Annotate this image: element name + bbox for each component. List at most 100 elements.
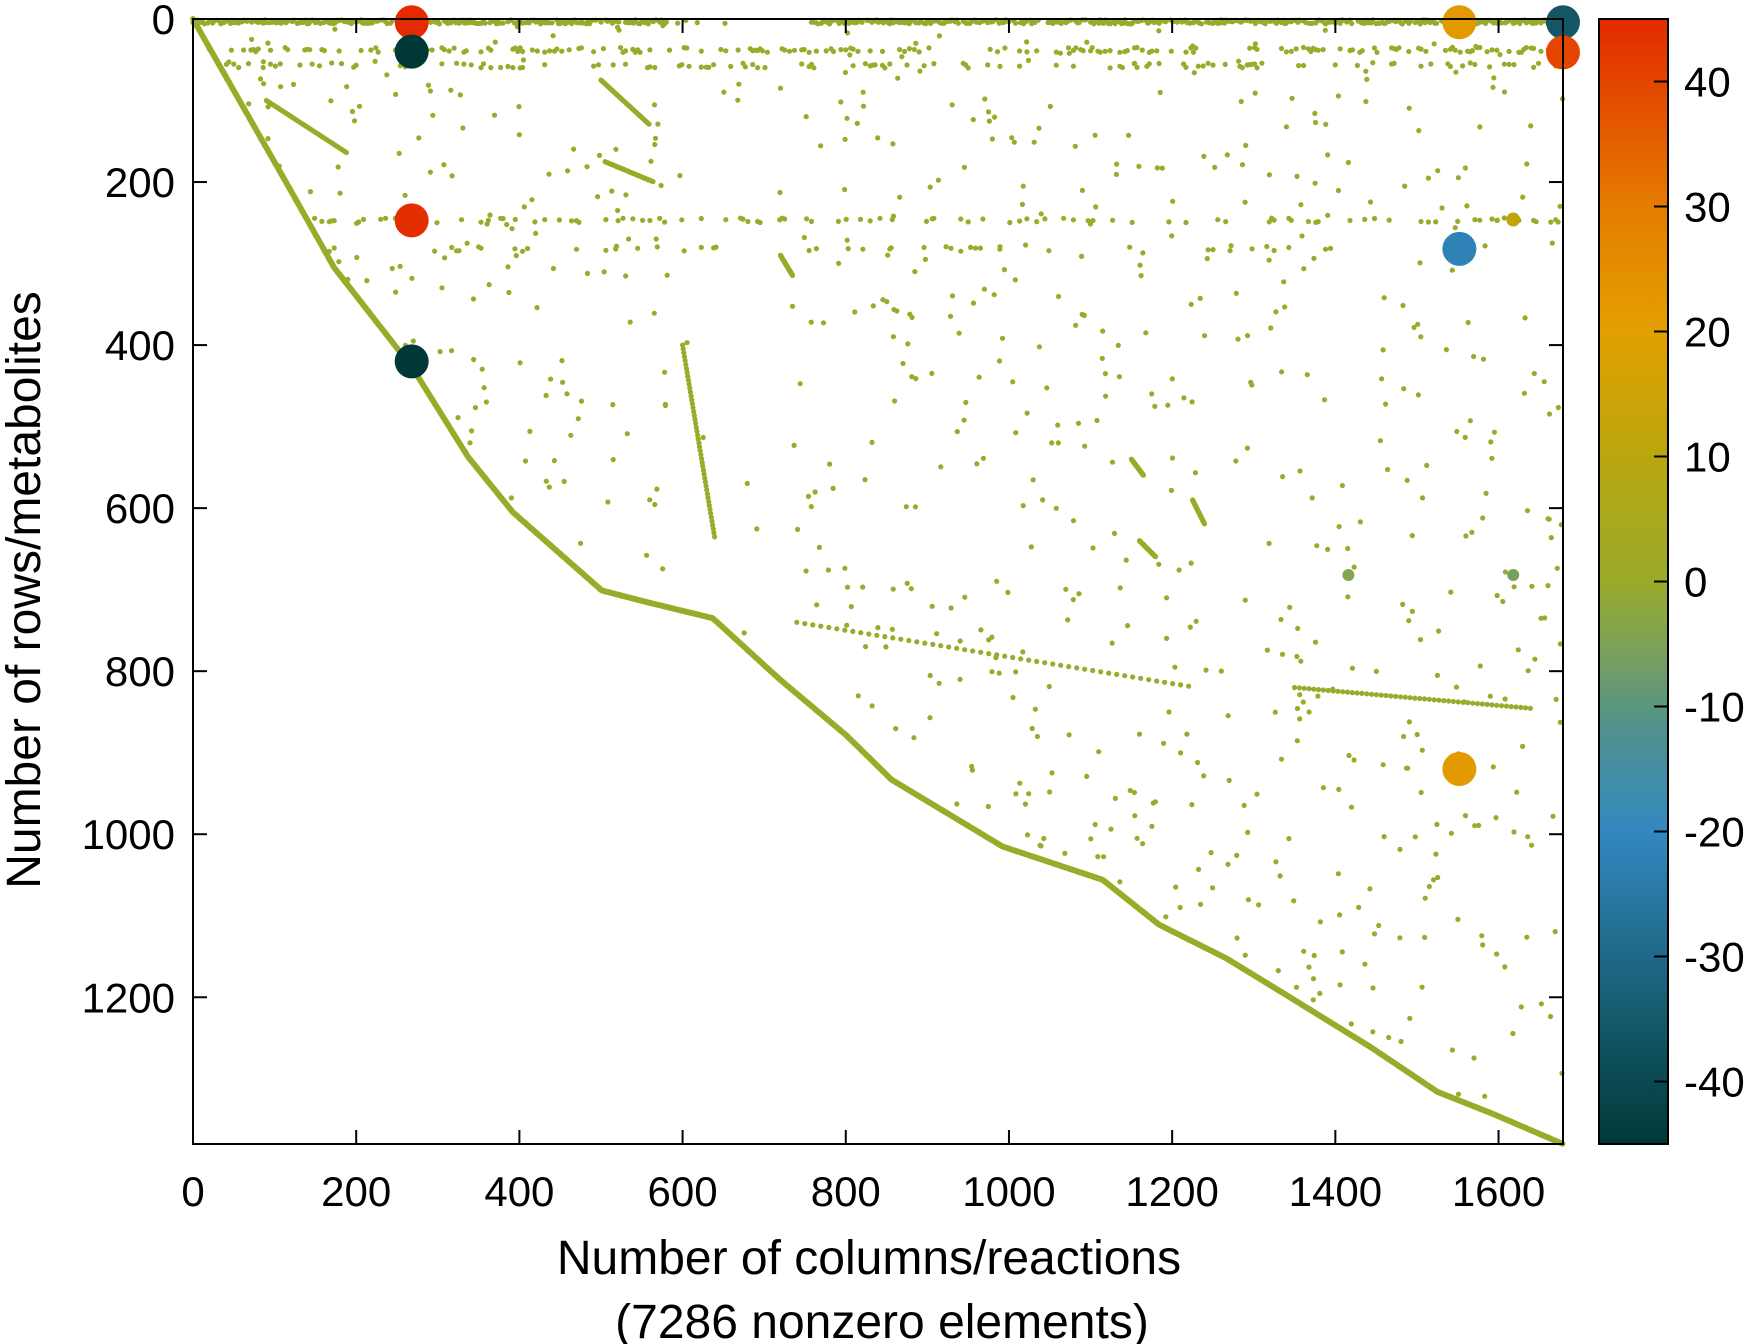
nonzero-point <box>680 346 686 352</box>
nonzero-point <box>1354 690 1360 696</box>
nonzero-point <box>693 420 699 426</box>
nonzero-point <box>1442 47 1449 54</box>
nonzero-point <box>595 194 601 200</box>
nonzero-point <box>1402 694 1408 700</box>
nonzero-point <box>575 416 581 422</box>
nonzero-point <box>1134 44 1140 51</box>
nonzero-point <box>209 49 215 55</box>
nonzero-point <box>1450 698 1456 705</box>
nonzero-point <box>1500 598 1506 605</box>
nonzero-point <box>1055 440 1061 446</box>
nonzero-point <box>980 216 986 222</box>
nonzero-point <box>479 366 485 372</box>
nonzero-point <box>813 246 820 252</box>
nonzero-point <box>694 428 700 434</box>
nonzero-point <box>1385 466 1391 473</box>
nonzero-point <box>1449 267 1455 273</box>
nonzero-point <box>1443 347 1449 353</box>
nonzero-point <box>1272 709 1278 715</box>
nonzero-point <box>1477 217 1483 223</box>
nonzero-point <box>1245 897 1251 903</box>
nonzero-point <box>1306 709 1312 715</box>
nonzero-point <box>615 207 621 214</box>
nonzero-point <box>488 47 494 53</box>
nonzero-point <box>782 216 788 222</box>
nonzero-point <box>1244 445 1250 451</box>
nonzero-point <box>510 65 516 71</box>
nonzero-point <box>1545 583 1551 589</box>
nonzero-point <box>1129 219 1135 225</box>
nonzero-point <box>1273 309 1279 315</box>
nonzero-point <box>1434 672 1440 679</box>
nonzero-point <box>686 381 692 387</box>
nonzero-point <box>257 76 264 82</box>
nonzero-point <box>309 61 315 67</box>
nonzero-point <box>566 47 572 53</box>
nonzero-point <box>1378 692 1384 698</box>
nonzero-point <box>706 64 712 70</box>
nonzero-point <box>1226 777 1232 784</box>
nonzero-point <box>402 192 408 198</box>
nonzero-point <box>603 247 609 253</box>
nonzero-point <box>1019 201 1025 207</box>
nonzero-point <box>534 48 540 54</box>
nonzero-point <box>1242 597 1248 603</box>
nonzero-point <box>1418 218 1424 225</box>
nonzero-point <box>1266 219 1272 225</box>
nonzero-point <box>488 65 494 71</box>
nonzero-point <box>660 566 666 572</box>
nonzero-point <box>1242 952 1248 958</box>
y-axis-label: Number of rows/metabolites <box>0 291 51 889</box>
x-axis-label: Number of columns/reactions <box>557 1232 1181 1285</box>
nonzero-point <box>337 190 343 196</box>
nonzero-point <box>1524 161 1530 167</box>
nonzero-point <box>1348 804 1355 810</box>
nonzero-point <box>1190 49 1196 55</box>
nonzero-point <box>1453 684 1460 690</box>
nonzero-point <box>478 49 484 55</box>
nonzero-point <box>782 47 788 53</box>
nonzero-point <box>568 432 574 438</box>
nonzero-point <box>646 121 652 127</box>
nonzero-point <box>843 216 849 222</box>
nonzero-point <box>1053 62 1059 68</box>
nonzero-point <box>1156 28 1162 34</box>
nonzero-point <box>605 499 611 505</box>
nonzero-point <box>1247 45 1253 51</box>
nonzero-point <box>559 48 565 54</box>
nonzero-point <box>686 63 692 69</box>
nonzero-point <box>662 401 669 407</box>
nonzero-point <box>1288 48 1294 55</box>
nonzero-point <box>1063 586 1069 592</box>
nonzero-point <box>1075 420 1082 426</box>
nonzero-point <box>1541 379 1547 385</box>
nonzero-point <box>1300 699 1306 705</box>
nonzero-point <box>1471 353 1477 360</box>
nonzero-point <box>997 246 1003 252</box>
nonzero-point <box>428 19 434 25</box>
nonzero-point <box>1183 49 1189 55</box>
nonzero-point <box>1205 247 1211 253</box>
y-tick-label: 400 <box>105 322 175 369</box>
nonzero-point <box>1339 482 1345 489</box>
nonzero-point <box>1406 719 1412 725</box>
nonzero-point <box>1374 49 1380 56</box>
colorbar-axis: 40 30 20 10 0 -10 -20 -30 -40 <box>1654 59 1745 1106</box>
nonzero-point <box>1159 165 1165 171</box>
nonzero-point <box>1462 434 1468 440</box>
nonzero-point <box>307 189 313 195</box>
nonzero-point <box>1501 89 1508 95</box>
nonzero-point <box>954 429 960 435</box>
nonzero-point <box>1189 399 1195 405</box>
nonzero-point <box>852 309 858 315</box>
nonzero-point <box>384 72 390 78</box>
nonzero-point <box>894 308 900 314</box>
nonzero-point <box>890 334 897 340</box>
nonzero-point <box>1042 216 1048 222</box>
nonzero-point <box>647 217 653 224</box>
nonzero-point <box>644 552 650 558</box>
nonzero-point <box>456 248 462 254</box>
nonzero-point <box>1347 217 1353 224</box>
nonzero-point <box>378 216 384 222</box>
nonzero-point <box>1025 57 1032 64</box>
